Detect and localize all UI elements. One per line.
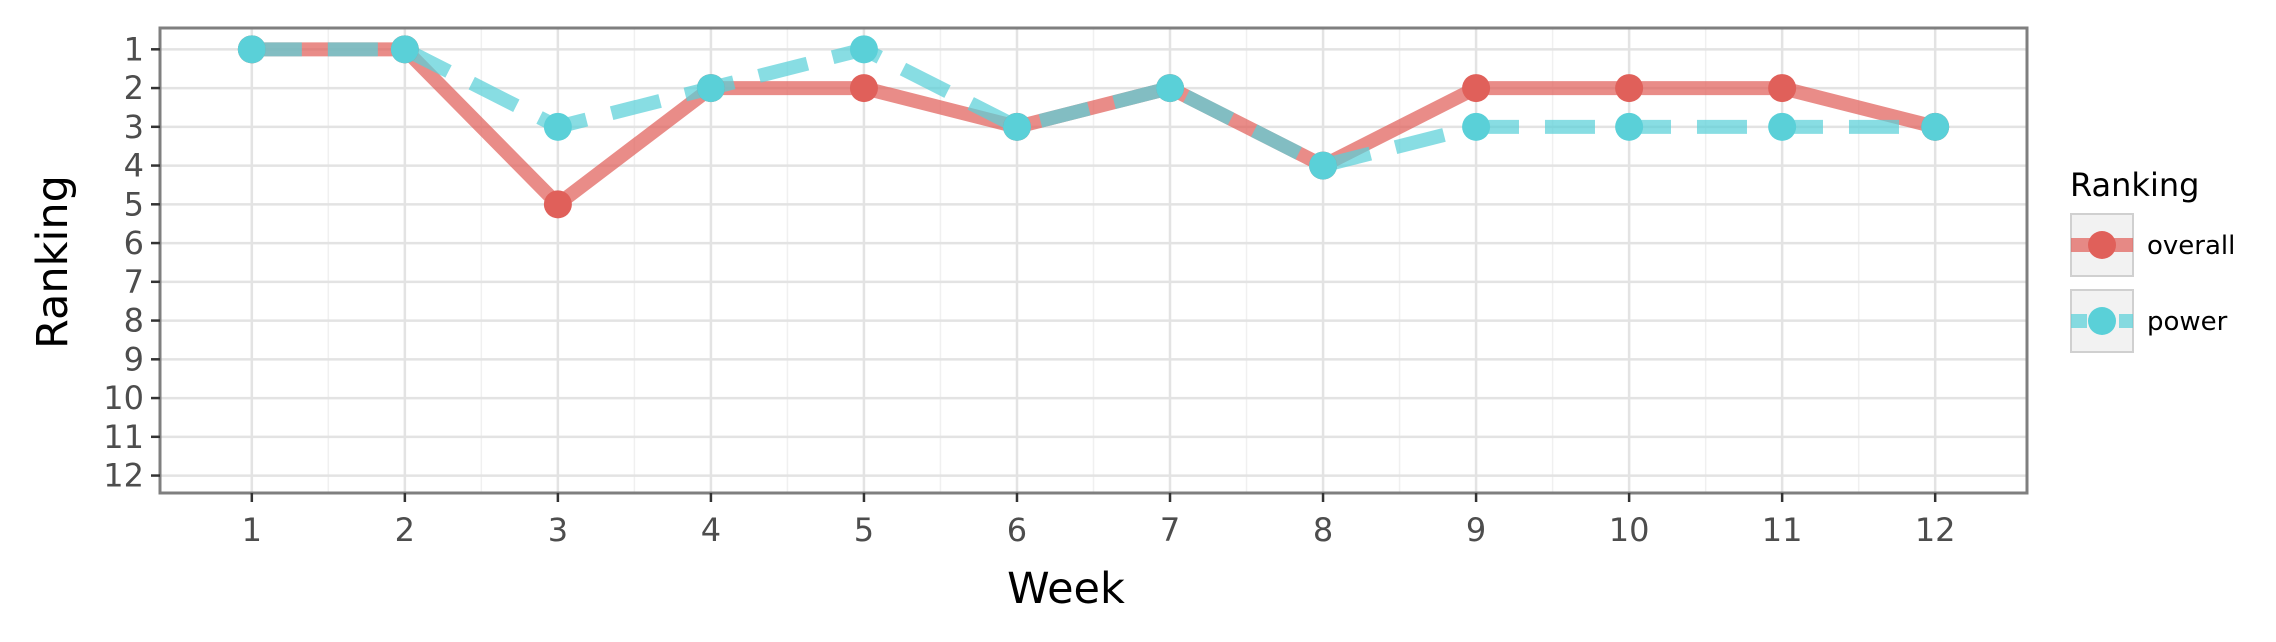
grid <box>160 28 2027 493</box>
x-tick-label: 4 <box>701 511 721 549</box>
data-point-power <box>1002 112 1031 141</box>
data-point-overall <box>1462 74 1491 103</box>
data-point-power <box>1615 112 1644 141</box>
y-tick-label: 1 <box>124 30 144 68</box>
data-point-overall <box>543 190 572 219</box>
data-point-power <box>1921 112 1950 141</box>
y-axis-title: Ranking <box>28 175 78 349</box>
series-line-power <box>251 42 1936 173</box>
y-tick-label: 7 <box>124 263 144 301</box>
x-tick-label: 6 <box>1007 511 1027 549</box>
legend-marker-power <box>2088 307 2116 335</box>
x-tick-label: 8 <box>1313 511 1333 549</box>
series-line-overall <box>251 42 1937 212</box>
y-tick-label: 2 <box>124 69 144 107</box>
x-tick-label: 10 <box>1609 511 1650 549</box>
legend-label-power: power <box>2147 307 2228 337</box>
x-axis: 1 2 3 4 5 6 7 8 9 10 11 12 <box>242 493 1956 549</box>
y-tick-label: 3 <box>124 108 144 146</box>
x-tick-label: 7 <box>1160 511 1180 549</box>
data-point-power <box>237 35 266 64</box>
legend: Ranking overall power <box>2070 166 2235 353</box>
data-point-power <box>1156 74 1185 103</box>
data-point-power <box>390 35 419 64</box>
legend-label-overall: overall <box>2147 231 2235 261</box>
data-point-power <box>543 112 572 141</box>
y-tick-label: 9 <box>124 340 144 378</box>
data-point-overall <box>1615 74 1644 103</box>
series-layer <box>237 35 1950 219</box>
y-tick-label: 6 <box>124 224 144 262</box>
data-point-power <box>1462 112 1491 141</box>
y-tick-label: 12 <box>103 457 144 495</box>
x-tick-label: 2 <box>395 511 415 549</box>
plot-border <box>158 26 2029 495</box>
y-tick-label: 5 <box>124 185 144 223</box>
data-point-overall <box>849 74 878 103</box>
data-point-overall <box>1768 74 1797 103</box>
y-tick-label: 4 <box>124 147 144 185</box>
x-tick-label: 5 <box>854 511 874 549</box>
x-axis-title: Week <box>1007 564 1125 614</box>
x-tick-label: 11 <box>1762 511 1803 549</box>
y-tick-label: 8 <box>124 302 144 340</box>
x-tick-label: 1 <box>242 511 262 549</box>
y-tick-label: 10 <box>103 379 144 417</box>
legend-title: Ranking <box>2070 166 2199 204</box>
data-point-power <box>1768 112 1797 141</box>
data-point-power <box>849 35 878 64</box>
x-tick-label: 12 <box>1915 511 1956 549</box>
x-tick-label: 3 <box>548 511 568 549</box>
data-point-power <box>696 74 725 103</box>
data-point-power <box>1309 151 1338 180</box>
y-tick-label: 11 <box>103 418 144 456</box>
x-tick-label: 9 <box>1466 511 1486 549</box>
legend-marker-overall <box>2088 231 2116 259</box>
